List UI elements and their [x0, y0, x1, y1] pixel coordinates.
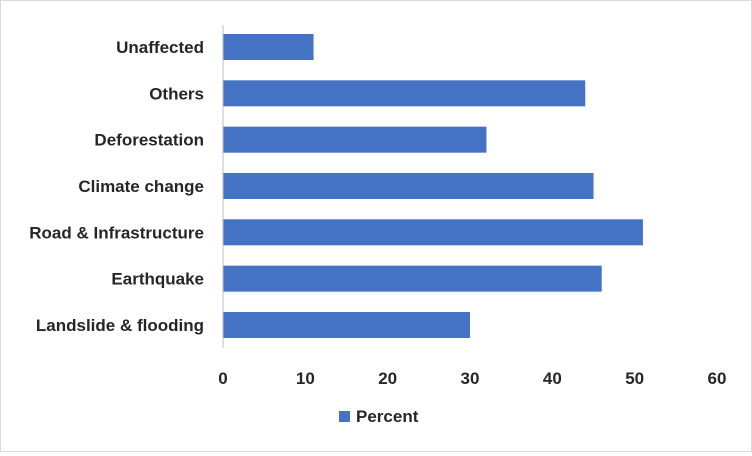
category-label: Road & Infrastructure — [29, 223, 204, 242]
x-tick-label: 0 — [218, 369, 227, 388]
x-tick-label: 40 — [543, 369, 562, 388]
bar-climate-change — [223, 172, 594, 199]
bar-road-infrastructure — [223, 219, 643, 246]
bars-group — [223, 34, 643, 338]
bar-deforestation — [223, 126, 487, 153]
category-label: Landslide & flooding — [36, 316, 204, 335]
x-tick-label: 30 — [461, 369, 480, 388]
category-label: Climate change — [78, 177, 204, 196]
x-tick-label: 60 — [708, 369, 727, 388]
bar-earthquake — [223, 265, 602, 292]
x-tick-label: 50 — [625, 369, 644, 388]
bar-others — [223, 80, 586, 107]
x-tick-label: 10 — [296, 369, 315, 388]
legend-label: Percent — [356, 407, 419, 426]
category-label: Deforestation — [94, 131, 204, 150]
bar-unaffected — [223, 34, 314, 60]
legend: Percent — [339, 407, 419, 426]
category-label: Earthquake — [111, 270, 204, 289]
legend-swatch — [339, 411, 350, 422]
bar-landslide-flooding — [223, 311, 470, 338]
x-tick-label: 20 — [378, 369, 397, 388]
category-label: Unaffected — [116, 38, 204, 57]
x-tick-labels: 0 10 20 30 40 50 60 — [218, 369, 726, 388]
category-labels: Unaffected Others Deforestation Climate cha… — [29, 38, 204, 335]
category-label: Others — [149, 84, 204, 103]
